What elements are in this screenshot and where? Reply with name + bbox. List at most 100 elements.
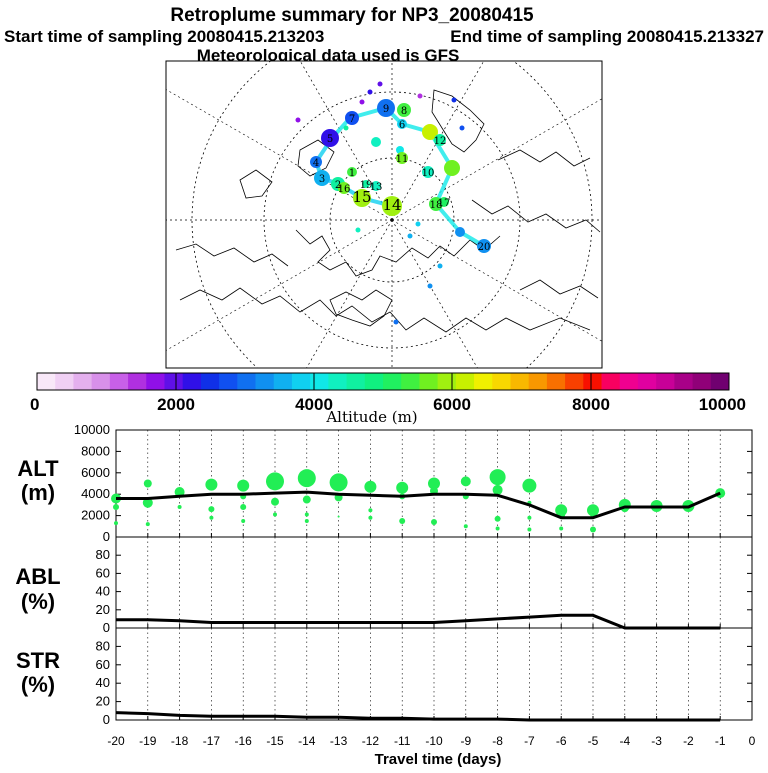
plume-particle — [393, 319, 399, 325]
plume-bubble — [321, 129, 339, 147]
altitude-bubble — [205, 478, 218, 491]
colorbar-swatch — [328, 373, 347, 390]
colorbar-caption: Altitude (m) — [325, 408, 417, 426]
coastline — [471, 199, 601, 233]
altitude-bubble — [428, 477, 440, 490]
map-day-label: 9 — [383, 104, 389, 115]
plume-bubble — [345, 111, 359, 125]
y-tick-label: 80 — [96, 547, 110, 562]
coastline — [179, 287, 591, 333]
colorbar-swatch — [55, 373, 74, 390]
y-tick-label: 20 — [96, 694, 110, 709]
y-tick-label: 2000 — [81, 508, 110, 523]
y-tick-label: 0 — [103, 712, 110, 727]
altitude-bubble — [241, 518, 246, 523]
plume-bubble — [397, 119, 407, 129]
altitude-bubble — [527, 527, 532, 532]
altitude-bubble — [177, 505, 182, 510]
x-tick-label: -18 — [171, 734, 189, 748]
plume-bubble — [314, 170, 330, 186]
colorbar-swatch — [128, 373, 147, 390]
plume-bubble — [434, 134, 446, 146]
colorbar-swatch — [146, 373, 165, 390]
colorbar-swatch — [37, 373, 56, 390]
fraction-line — [116, 613, 721, 630]
colorbar-swatch — [237, 373, 256, 390]
panel-unit-label: (%) — [21, 672, 55, 697]
x-tick-label: -13 — [330, 734, 348, 748]
colorbar-swatch — [273, 373, 293, 390]
colorbar-swatch — [474, 373, 493, 390]
altitude-bubble — [271, 497, 279, 506]
altitude-bubble — [237, 479, 250, 492]
altitude-bubble — [304, 518, 309, 523]
plume-bubble — [362, 180, 370, 188]
x-tick-label: -11 — [394, 734, 411, 748]
altitude-bubble — [337, 515, 340, 518]
panel-label: ABL — [15, 564, 60, 589]
colorbar-swatch — [492, 373, 511, 390]
y-tick-label: 60 — [96, 565, 110, 580]
colorbar-swatch — [619, 373, 639, 390]
plume-bubble — [371, 137, 381, 147]
meridian-line — [391, 219, 602, 342]
figure-title: Retroplume summary for NP3_20080415 — [170, 5, 534, 26]
panel-alt: 0 2000 4000 6000 8000 10000 ALT(m) — [17, 422, 753, 544]
y-tick-label: 0 — [103, 529, 110, 544]
colorbar-swatch — [455, 373, 475, 390]
plume-particle — [459, 125, 465, 131]
altitude-bubble — [113, 504, 119, 511]
altitude-bubble — [273, 512, 277, 517]
panel-label: ALT — [17, 456, 59, 481]
plume-particle — [295, 117, 301, 123]
colorbar-swatch — [255, 373, 275, 390]
colorbar-swatch — [510, 373, 530, 390]
colorbar-swatch — [200, 373, 220, 390]
x-tick-label: -6 — [556, 734, 567, 748]
map-day-label: 17 — [438, 198, 451, 209]
plume-bubble — [444, 160, 460, 176]
plume-bubble — [353, 189, 371, 207]
colorbar-tick-label: 2000 — [157, 395, 195, 414]
met-data-label: Meteorological data used is GFS — [197, 46, 460, 65]
y-tick-label: 10000 — [74, 422, 110, 437]
altitude-bubble — [431, 519, 437, 526]
colorbar-swatch — [419, 373, 439, 390]
colorbar-swatch — [346, 373, 366, 390]
altitude-bubble — [460, 476, 471, 487]
latitude-circle — [263, 91, 521, 349]
plume-bubble — [477, 239, 491, 253]
time-series-panels: 0200040006000800010000ALT(m)020406080ABL… — [15, 422, 755, 748]
plume-particle — [415, 221, 421, 227]
plume-particle — [377, 81, 383, 87]
plume-bubble — [422, 166, 434, 178]
colorbar-swatch — [401, 373, 420, 390]
colorbar-swatch — [692, 373, 712, 390]
map-frame — [165, 60, 603, 369]
colorbar-tick-label: 0 — [30, 395, 39, 414]
x-axis-label: Travel time (days) — [375, 751, 502, 768]
map-day-label: 5 — [327, 134, 333, 145]
x-tick-label: -1 — [715, 734, 726, 748]
mean-altitude-line — [116, 490, 721, 520]
colorbar-tick-label: 6000 — [433, 395, 471, 414]
y-tick-label: 60 — [96, 657, 110, 672]
colorbar-swatch — [91, 373, 111, 390]
altitude-bubble — [399, 517, 406, 524]
map-day-label: 4 — [313, 158, 319, 169]
y-tick-label: 4000 — [81, 486, 110, 501]
plume-bubble — [455, 227, 465, 237]
x-tick-label: -3 — [651, 734, 662, 748]
map-day-label: 2 — [335, 180, 341, 191]
fraction-line — [115, 711, 721, 722]
map-day-label: 15 — [352, 188, 371, 206]
x-tick-label: -12 — [362, 734, 380, 748]
x-tick-label: -8 — [492, 734, 503, 748]
plume-bubble — [310, 156, 322, 168]
plume-particle — [437, 263, 443, 269]
map-day-label: 14 — [382, 196, 401, 214]
colorbar-swatch — [219, 373, 238, 390]
end-time-label: End time of sampling 20080415.213327 — [450, 27, 764, 46]
